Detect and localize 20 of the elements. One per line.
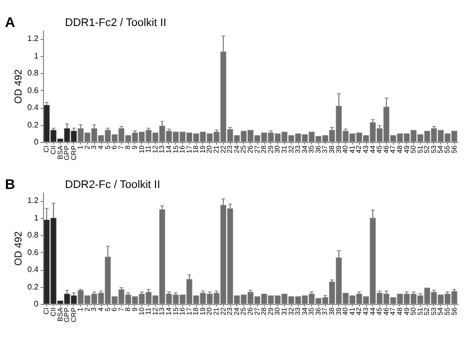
chart-title: DDR1-Fc2 / Toolkit II xyxy=(65,17,166,29)
text: B xyxy=(5,176,16,192)
y-tick-label: 0.2 xyxy=(27,282,40,292)
y-tick-label: 1.2 xyxy=(27,34,40,44)
y-tick-label: 0 xyxy=(34,300,40,308)
chart-title: DDR2-Fc / Toolkit II xyxy=(65,179,160,191)
y-tick-label: 0 xyxy=(34,138,40,146)
text: A xyxy=(5,14,16,30)
y-tick-label: 0.6 xyxy=(27,86,40,95)
y-tick-label: 0.8 xyxy=(27,68,40,78)
y-tick-label: 0.6 xyxy=(27,248,40,257)
y-tick-label: 0.4 xyxy=(27,265,40,274)
y-tick-label: 0.4 xyxy=(27,103,40,112)
y-tick-label: 1 xyxy=(34,51,40,60)
y-tick-label: 0.8 xyxy=(27,230,40,240)
y-axis-title: OD 492 xyxy=(13,68,24,104)
y-axis-title: OD 492 xyxy=(13,230,24,266)
y-tick-label: 0.2 xyxy=(27,120,40,130)
y-tick-label: 1.2 xyxy=(27,196,40,206)
y-tick-label: 1 xyxy=(34,213,40,222)
